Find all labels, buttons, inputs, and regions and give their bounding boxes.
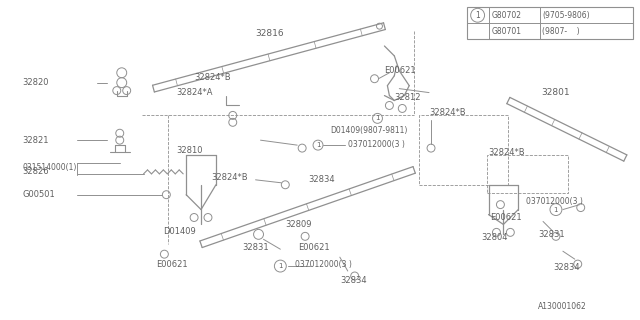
- Text: E00621: E00621: [156, 260, 188, 268]
- Text: 32824*B: 32824*B: [488, 148, 525, 156]
- Text: D01409: D01409: [163, 227, 196, 236]
- Text: 32821: 32821: [22, 136, 49, 145]
- Text: G00501: G00501: [22, 190, 55, 199]
- Text: 32834: 32834: [340, 276, 367, 285]
- Text: 32834: 32834: [553, 263, 580, 272]
- Text: 32824*B: 32824*B: [429, 108, 466, 117]
- Text: 32804: 32804: [481, 233, 508, 242]
- Bar: [419, 116, 508, 185]
- Text: 1: 1: [278, 263, 283, 269]
- Text: 32809: 32809: [285, 220, 312, 229]
- Text: 32801: 32801: [541, 88, 570, 97]
- Text: 1: 1: [316, 142, 320, 148]
- Text: 32831: 32831: [243, 243, 269, 252]
- Text: 32834: 32834: [308, 175, 335, 184]
- Text: 32831: 32831: [538, 230, 564, 239]
- Text: 32810: 32810: [176, 146, 203, 155]
- Text: E00621: E00621: [385, 66, 416, 75]
- Text: E00621: E00621: [298, 243, 330, 252]
- Text: (9705-9806): (9705-9806): [542, 11, 589, 20]
- Text: D01409(9807-9811): D01409(9807-9811): [330, 126, 407, 135]
- Text: 037012000(3 ): 037012000(3 ): [526, 197, 583, 206]
- Text: 1: 1: [554, 207, 558, 212]
- Text: 32824*B: 32824*B: [211, 173, 248, 182]
- Text: 1: 1: [476, 11, 480, 20]
- Text: 32824*B: 32824*B: [194, 73, 231, 82]
- Text: 32826: 32826: [22, 167, 49, 176]
- Text: 037012000(3 ): 037012000(3 ): [348, 140, 404, 148]
- Text: E00621: E00621: [490, 213, 522, 222]
- Text: 32824*A: 32824*A: [176, 88, 212, 97]
- Bar: [486, 155, 568, 193]
- Text: 32816: 32816: [255, 28, 284, 38]
- Text: G80701: G80701: [492, 27, 522, 36]
- Text: (9807-    ): (9807- ): [542, 27, 580, 36]
- Text: 037012000(3 ): 037012000(3 ): [295, 260, 352, 268]
- Text: 32820: 32820: [22, 78, 49, 87]
- Text: 1: 1: [375, 116, 380, 121]
- Text: G80702: G80702: [492, 11, 522, 20]
- Text: A130001062: A130001062: [538, 302, 587, 311]
- Bar: [467, 7, 633, 39]
- Text: 031514000(1): 031514000(1): [22, 164, 77, 172]
- Text: 32812: 32812: [394, 93, 421, 102]
